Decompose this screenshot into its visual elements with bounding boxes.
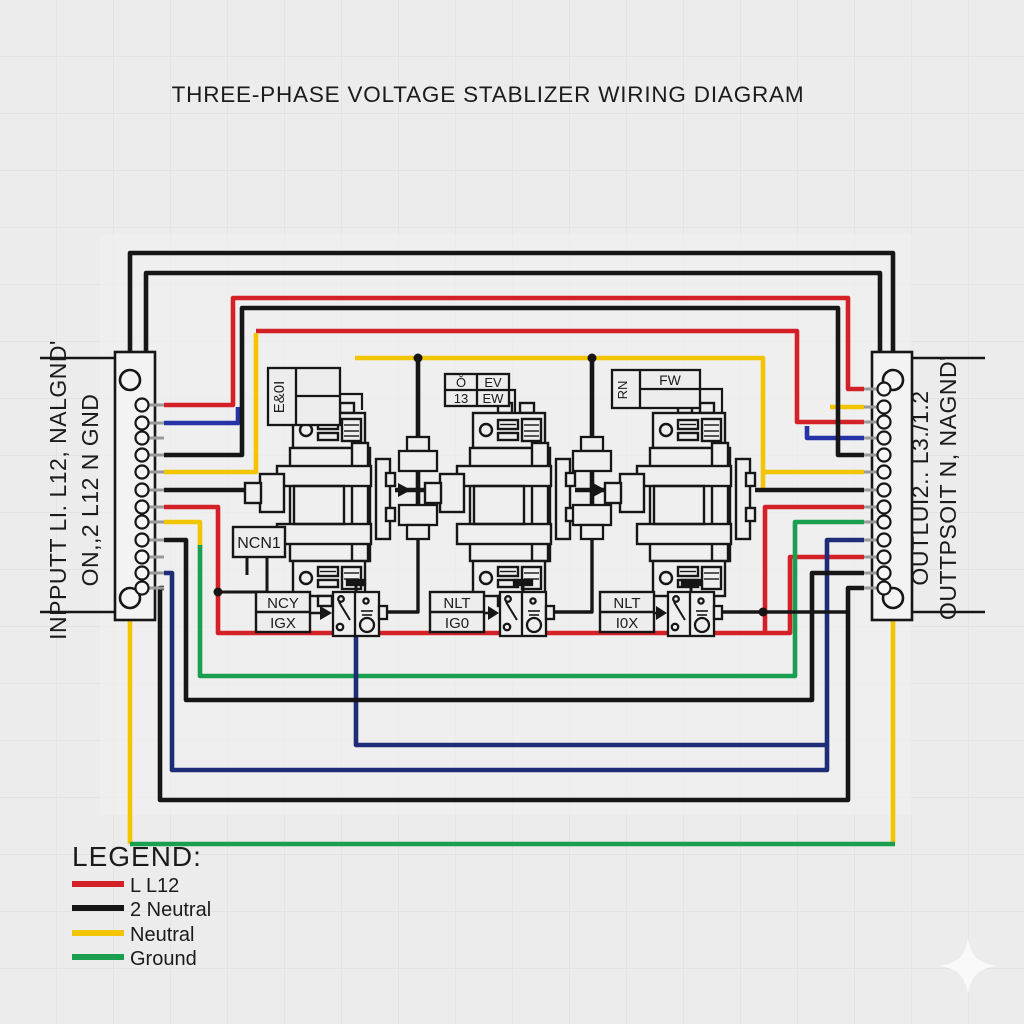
pin-stubs: [149, 403, 164, 590]
pin-stubs: [864, 387, 877, 590]
diagram-title: THREE-PHASE VOLTAGE STABLIZER WIRING DIA…: [172, 82, 805, 107]
wire-yellow-left-drop: [164, 519, 203, 548]
t1-tag-label: E&0I: [271, 381, 288, 414]
wire-navy-bottom-loop: [164, 570, 830, 773]
sparkle-icon: [940, 938, 996, 994]
wire-red-inner-top: [256, 328, 864, 425]
wire-blue-stub-left: [164, 407, 241, 426]
output-pins: [876, 381, 892, 596]
input-block-body: [113, 350, 157, 622]
wire-yellow-stems: [127, 608, 896, 844]
arrow-nct-1: [320, 606, 332, 620]
legend-swatch-neutral2: [72, 905, 124, 911]
nct3-top-label: NLT: [613, 595, 640, 612]
block-bracket-lines: [40, 356, 985, 614]
output-terminal-block: [864, 350, 914, 622]
wire-black-outer-loop: [127, 250, 896, 368]
nct3-bot-label: I0X: [616, 615, 639, 632]
junction-dots: [213, 353, 768, 617]
wire-black-bottom-inner: [164, 537, 864, 703]
legend-label-ground: Ground: [130, 948, 197, 970]
arrow-main-1: [398, 483, 411, 497]
ncn1-label: NCN1: [237, 535, 281, 552]
arrow-nct-3: [656, 606, 667, 620]
wire-black-top-inner: [164, 305, 864, 458]
output-label-outer: OUTTPSOIT N, NAGND': [935, 356, 961, 620]
legend-swatch-neutral: [72, 930, 124, 936]
arrow-main-2: [593, 483, 606, 497]
t3-tag-label: RN: [615, 381, 630, 400]
wire-red-top-loop: [164, 295, 864, 408]
input-label-inner: ON,,2 L12 N GND: [77, 394, 103, 587]
wire-black-relay-links: [387, 539, 848, 614]
wire-blue-stub-right: [804, 426, 864, 441]
nct2-bot-label: IG0: [445, 615, 469, 632]
wire-yellow-left-riser: [164, 333, 259, 475]
t2-cell-bl: 13: [454, 391, 468, 406]
wire-yellow-bus: [355, 355, 766, 490]
mounting-hole: [118, 586, 142, 610]
nct-boxes: [254, 590, 656, 634]
flow-arrows: [320, 483, 667, 620]
nct1-bot-label: IGX: [270, 615, 296, 632]
legend-label-neutral2: 2 Neutral: [130, 899, 211, 921]
wire-black-second-loop: [143, 270, 883, 354]
input-terminal-block: [113, 350, 164, 622]
ncn1-box: [231, 525, 287, 559]
component-label-boxes: [266, 366, 702, 427]
legend-swatch-l12: [72, 881, 124, 887]
mounting-hole: [118, 368, 142, 392]
input-pins: [134, 397, 150, 596]
legend-swatch-ground: [72, 954, 124, 960]
output-label-inner: OUTLUI2.. L3./1.2: [907, 390, 933, 585]
legend-label-l12: L L12: [130, 875, 179, 897]
wire-black-bus-drops: [415, 358, 595, 505]
nct2-top-label: NLT: [443, 595, 470, 612]
label-box-connectors: [340, 387, 724, 412]
t2-cell-tl: Ǒ: [456, 375, 466, 390]
legend-label-neutral: Neutral: [130, 924, 194, 946]
t2-cell-tr: EV: [484, 375, 502, 390]
wire-red-bottom-branch: [762, 504, 864, 633]
t3-cell-tr: FW: [659, 372, 682, 388]
t2-cell-br: EW: [483, 391, 505, 406]
legend-heading: LEGEND:: [72, 841, 202, 872]
arrow-nct-2: [488, 606, 499, 620]
nct1-top-label: NCY: [267, 595, 299, 612]
legend: LEGEND: L L12 2 Neutral Neutral Ground: [72, 841, 211, 970]
input-label-outer: INPPUTT LI. L12, NALGND': [45, 340, 71, 640]
wire-green-loop: [197, 519, 864, 679]
